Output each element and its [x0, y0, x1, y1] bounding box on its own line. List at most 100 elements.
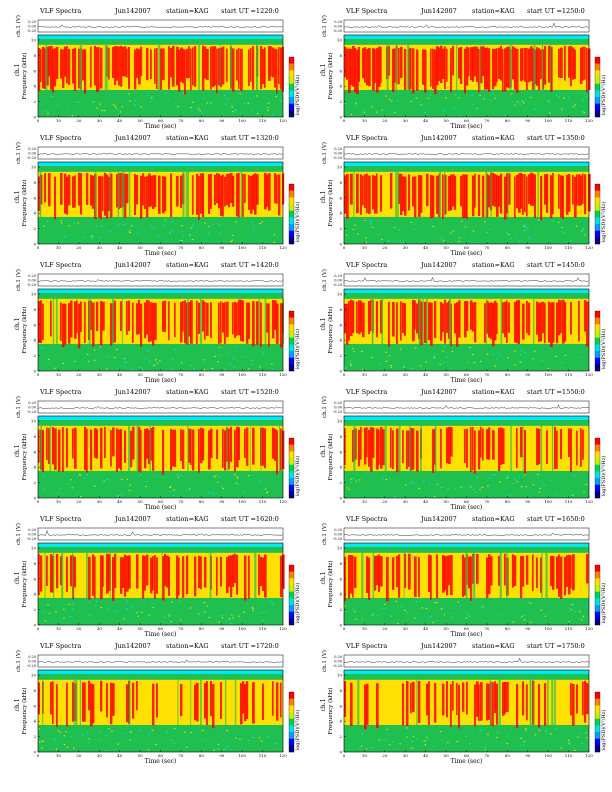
x-tick-label: 40	[423, 499, 429, 504]
noise-speckle	[470, 486, 472, 488]
noise-speckle	[525, 485, 527, 487]
red-streak	[380, 300, 383, 334]
red-streak	[194, 684, 197, 721]
red-streak	[252, 174, 255, 210]
noise-speckle	[218, 476, 220, 478]
noise-speckle	[128, 489, 131, 491]
red-streak	[144, 428, 147, 469]
red-streak	[228, 555, 231, 587]
red-streak	[206, 48, 209, 80]
noise-speckle	[92, 101, 95, 103]
red-streak	[224, 430, 227, 471]
noise-speckle	[401, 605, 403, 607]
panel-start-time: start UT =1620:0	[221, 515, 279, 523]
red-streak	[484, 47, 487, 90]
red-streak	[280, 303, 283, 348]
noise-speckle	[579, 611, 581, 613]
colorbar-segment	[595, 63, 600, 71]
y-tick-label: 0	[339, 115, 342, 120]
red-streak	[52, 48, 55, 93]
red-streak	[576, 684, 578, 714]
red-streak	[364, 684, 367, 730]
gap-streak	[353, 171, 355, 217]
red-streak	[352, 555, 354, 598]
noise-speckle	[111, 730, 113, 732]
red-streak	[126, 555, 129, 592]
colorbar-segment	[289, 618, 294, 626]
noise-speckle	[145, 480, 148, 482]
y-tick-label: 6	[339, 322, 342, 327]
noise-speckle	[99, 103, 101, 105]
noise-speckle	[452, 230, 454, 232]
noise-speckle	[88, 738, 91, 740]
noise-speckle	[450, 232, 452, 234]
red-streak	[112, 427, 115, 457]
noise-speckle	[471, 236, 473, 238]
x-tick-label: 90	[219, 372, 225, 377]
red-streak	[50, 554, 53, 593]
noise-speckle	[185, 490, 188, 492]
y-tick-label: 6	[339, 68, 342, 73]
noise-speckle	[411, 740, 414, 742]
red-streak	[56, 46, 59, 79]
red-streak	[470, 300, 473, 330]
gap-streak	[122, 171, 125, 217]
gap-streak	[533, 679, 535, 725]
red-streak	[166, 555, 169, 588]
red-streak	[118, 429, 121, 469]
red-streak	[106, 553, 109, 594]
red-streak	[420, 175, 423, 213]
red-streak	[530, 46, 533, 82]
noise-speckle	[538, 491, 541, 493]
gap-streak	[190, 679, 192, 725]
red-streak	[276, 430, 278, 475]
red-streak	[478, 684, 480, 721]
noise-speckle	[410, 221, 413, 223]
noise-speckle	[75, 101, 78, 103]
red-streak	[406, 680, 409, 726]
noise-speckle	[494, 97, 496, 99]
colorbar-segment	[289, 337, 294, 345]
noise-speckle	[461, 220, 463, 222]
colorbar-label: log(PSD)(V²/Hz)	[600, 456, 606, 497]
red-streak	[156, 47, 158, 89]
noise-speckle	[487, 485, 489, 487]
red-streak	[412, 428, 415, 470]
noise-speckle	[506, 232, 509, 234]
noise-speckle	[504, 114, 506, 116]
noise-speckle	[520, 485, 523, 487]
colorbar-label: log(PSD)(V²/Hz)	[294, 329, 300, 370]
noise-speckle	[235, 482, 238, 484]
noise-speckle	[259, 480, 262, 482]
noise-speckle	[582, 228, 584, 230]
red-streak	[420, 301, 423, 346]
x-tick-label: 80	[199, 626, 205, 631]
red-streak	[164, 300, 167, 333]
red-streak	[230, 426, 232, 462]
spectrogram-panel: VLF Spectra Jun142007 station=KAG start UT …	[306, 256, 606, 386]
red-streak	[572, 554, 575, 591]
noise-speckle	[65, 731, 68, 733]
noise-speckle	[84, 477, 86, 479]
red-streak	[440, 45, 443, 84]
amplitude-tick-label: 0.00	[28, 660, 36, 664]
red-streak	[180, 47, 183, 83]
red-streak	[156, 557, 158, 594]
colorbar-segment	[595, 324, 600, 332]
red-streak	[262, 427, 264, 466]
red-streak	[504, 301, 507, 338]
red-streak	[444, 299, 446, 344]
noise-speckle	[261, 620, 264, 622]
colorbar-segment	[595, 217, 600, 225]
red-streak	[92, 554, 95, 596]
noise-speckle	[147, 350, 150, 352]
noise-speckle	[221, 615, 223, 617]
frequency-axis-label: Frequency (kHz)	[327, 180, 334, 227]
x-tick-label: 30	[97, 499, 103, 504]
red-streak	[162, 429, 165, 475]
noise-speckle	[520, 616, 523, 618]
noise-speckle	[211, 223, 214, 225]
red-streak	[234, 553, 236, 584]
gap-streak	[187, 298, 189, 344]
noise-speckle	[148, 360, 151, 362]
